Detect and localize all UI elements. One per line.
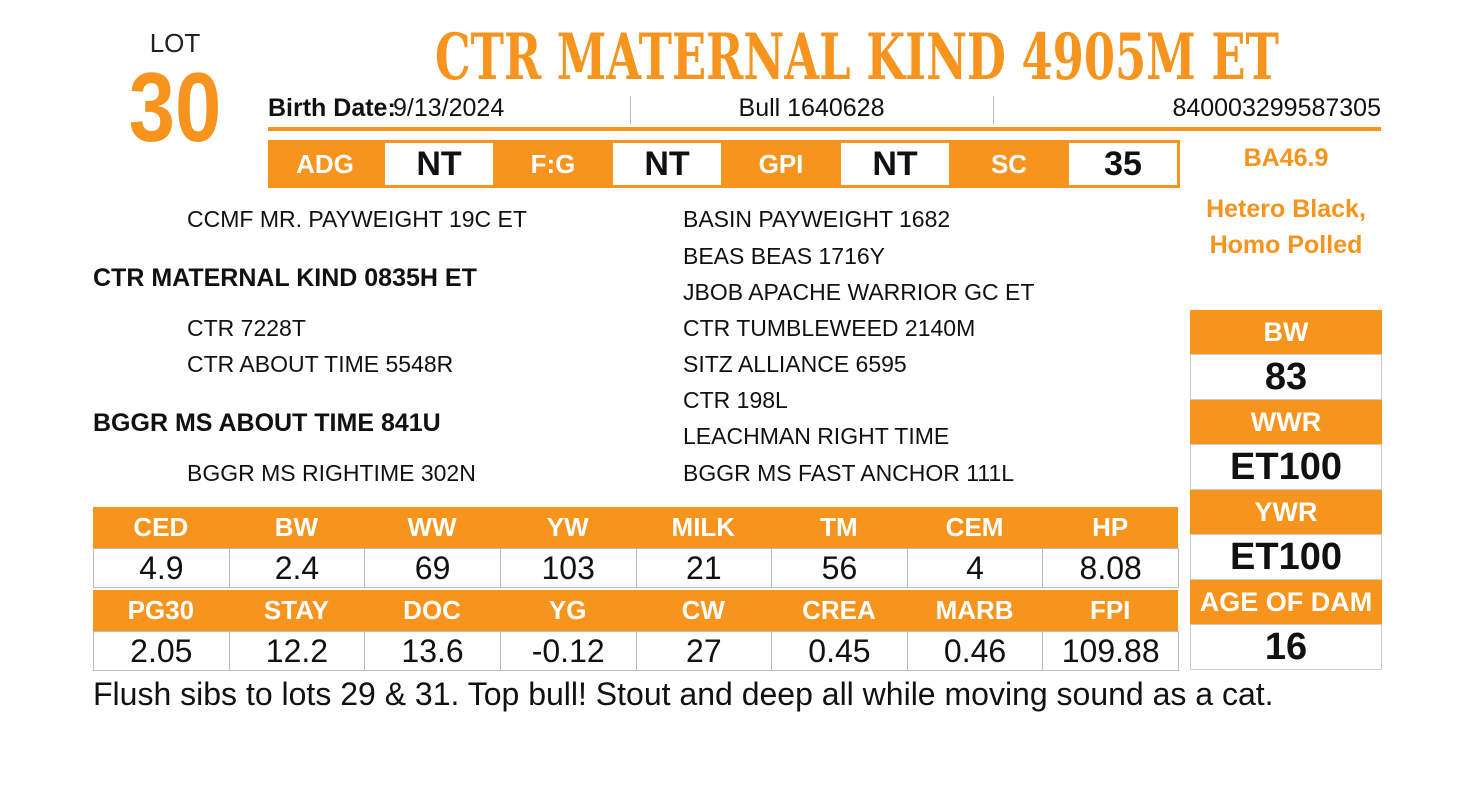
pedigree-great-grandparent: SITZ ALLIANCE 6595	[683, 351, 907, 377]
pedigree-great-grandparent: BGGR MS FAST ANCHOR 111L	[683, 460, 1015, 486]
pedigree-parent: CTR MATERNAL KIND 0835H ET	[93, 264, 477, 292]
stat-value: ET100	[1190, 444, 1382, 490]
stat-label: BW	[1190, 310, 1382, 354]
epd-value: 2.4	[228, 548, 366, 588]
epd-value: 56	[771, 548, 908, 588]
lot-number: 30	[128, 52, 222, 162]
epd-value: 4	[906, 548, 1044, 588]
pedigree-great-grandparent: CTR TUMBLEWEED 2140M	[683, 315, 976, 341]
separator	[630, 96, 631, 124]
performance-label: ADG	[268, 140, 382, 188]
epd-header: DOC	[403, 595, 461, 625]
rule	[268, 127, 1381, 131]
title: CTR MATERNAL KIND 4905M ET	[434, 20, 1279, 95]
epd-value: 0.45	[771, 631, 908, 671]
pedigree-grandparent: CTR 7228T	[187, 315, 306, 341]
birth-date-label: Birth Date:	[268, 94, 396, 122]
epd-header-band	[93, 590, 1178, 631]
epd-header: YW	[546, 512, 589, 542]
pedigree-grandparent: CCMF MR. PAYWEIGHT 19C ET	[187, 206, 527, 232]
stat-value: ET100	[1190, 534, 1382, 580]
performance-value: NT	[838, 140, 952, 188]
stat-value: 16	[1190, 624, 1382, 670]
pedigree-grandparent: BGGR MS RIGHTIME 302N	[187, 460, 476, 486]
epd-header: FPI	[1089, 595, 1131, 625]
epd-value: 12.2	[228, 631, 366, 671]
epd-header: MILK	[671, 512, 736, 542]
performance-value: NT	[382, 140, 496, 188]
epd-value: 27	[635, 631, 773, 671]
pedigree-great-grandparent: BEAS BEAS 1716Y	[683, 243, 886, 269]
epd-header: BW	[274, 512, 319, 542]
epd-header: TM	[820, 512, 858, 542]
epd-header: CW	[681, 595, 725, 625]
ba-value: BA46.9	[1243, 144, 1329, 172]
lot-label: LOT	[149, 28, 201, 58]
epd-value: 103	[499, 548, 637, 588]
pedigree-great-grandparent: CTR 198L	[683, 387, 788, 413]
epd-value: 21	[635, 548, 773, 588]
performance-label: SC	[952, 140, 1066, 188]
pedigree-great-grandparent: LEACHMAN RIGHT TIME	[683, 423, 950, 449]
tag-number: 840003299587305	[1172, 94, 1381, 122]
performance-value: NT	[610, 140, 724, 188]
stat-label: YWR	[1190, 490, 1382, 534]
pedigree-parent: BGGR MS ABOUT TIME 841U	[93, 409, 441, 437]
epd-header: STAY	[263, 595, 329, 625]
performance-value: 35	[1066, 140, 1180, 188]
epd-value: 4.9	[93, 548, 230, 588]
epd-value: 2.05	[93, 631, 230, 671]
epd-header: YG	[548, 595, 587, 625]
epd-value: 109.88	[1042, 631, 1179, 671]
performance-label: GPI	[724, 140, 838, 188]
epd-value: 69	[364, 548, 501, 588]
registration: Bull 1640628	[738, 94, 885, 122]
pedigree-grandparent: CTR ABOUT TIME 5548R	[187, 351, 454, 377]
epd-value: 13.6	[364, 631, 501, 671]
separator	[993, 96, 994, 124]
stat-value: 83	[1190, 354, 1382, 400]
epd-value: 8.08	[1042, 548, 1179, 588]
epd-value: 0.46	[906, 631, 1044, 671]
birth-date: 9/13/2024	[393, 94, 505, 122]
epd-header: CEM	[945, 512, 1004, 542]
pedigree-great-grandparent: JBOB APACHE WARRIOR GC ET	[683, 279, 1035, 305]
epd-header: WW	[407, 512, 457, 542]
performance-label: F:G	[496, 140, 610, 188]
epd-header-band	[93, 507, 1178, 548]
genetics: Homo Polled	[1209, 231, 1363, 259]
genetics: Hetero Black,	[1206, 195, 1366, 223]
epd-value: -0.12	[499, 631, 637, 671]
epd-header: CREA	[802, 595, 876, 625]
epd-header: MARB	[935, 595, 1014, 625]
stat-label: AGE OF DAM	[1190, 580, 1382, 624]
epd-header: PG30	[127, 595, 195, 625]
pedigree-great-grandparent: BASIN PAYWEIGHT 1682	[683, 206, 951, 232]
stat-label: WWR	[1190, 400, 1382, 444]
epd-header: HP	[1092, 512, 1129, 542]
epd-header: CED	[133, 512, 189, 542]
comment: Flush sibs to lots 29 & 31. Top bull! St…	[93, 676, 1274, 712]
